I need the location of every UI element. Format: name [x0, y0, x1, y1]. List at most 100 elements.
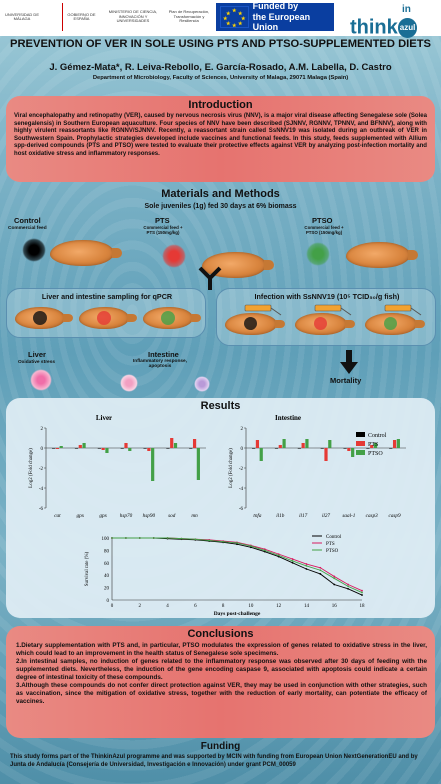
legend-label: PTS — [368, 442, 378, 448]
x-tick-label: il1b — [276, 513, 284, 519]
bar-pts — [301, 443, 305, 448]
merge-arrow — [198, 266, 222, 290]
survival-point — [277, 554, 280, 557]
x-tick-label: sod — [168, 513, 176, 519]
survival-chart: 0 20 40 60 80 100 0 2 4 6 8 10 12 14 16 18 Days post-cha… — [85, 535, 366, 617]
spain-logo: GOBIERNO DE ESPAÑA — [62, 3, 100, 31]
survival-y-label: Survival rate (%) — [85, 551, 90, 586]
bar-control — [252, 448, 256, 449]
sampling-panel: Liver and intestine sampling for qPCR — [6, 288, 206, 338]
survival-line-pts — [112, 537, 363, 592]
bar-control — [74, 448, 79, 449]
bar-pts — [192, 439, 197, 448]
x-tick-label: gpx — [77, 513, 85, 519]
conclusions-box: Conclusions 1.Dietary supplementation wi… — [6, 626, 435, 738]
bar-pts — [78, 445, 82, 448]
sole-fish-ptso — [346, 242, 418, 268]
survival-y-tick-label: 0 — [107, 599, 110, 604]
bar-ptso — [305, 439, 309, 448]
survival-x-tick-label: 6 — [194, 604, 197, 609]
survival-point — [222, 540, 225, 543]
uma-logo: UNIVERSIDAD DE MÁLAGA — [4, 11, 39, 21]
survival-point — [249, 545, 252, 547]
conclusion-item: 1.Dietary supplementation with PTS and, … — [16, 642, 427, 657]
thinkinazul-logo: in think azul — [350, 4, 418, 39]
results-box: Results Liver -6 -4 -2 0 2 Log2 (Fold change) c… — [6, 398, 435, 618]
infected-ptso-marker-icon — [384, 317, 397, 330]
bar-control — [297, 448, 301, 449]
survival-line-control — [112, 537, 363, 596]
x-tick-label: tnfa — [253, 512, 261, 519]
survival-point — [333, 583, 336, 586]
ptso-label: PTSO — [312, 216, 333, 225]
bar-pts — [147, 448, 151, 451]
survival-x-tick-label: 10 — [248, 604, 254, 609]
conclusion-item: 3.Although these compounds do not confer… — [16, 682, 427, 705]
chart-title: Liver — [96, 414, 112, 422]
survival-x-tick-label: 8 — [222, 604, 225, 609]
bar-ptso — [396, 439, 400, 448]
bar-ptso — [282, 439, 286, 448]
bar-control — [343, 448, 347, 449]
survival-point — [236, 543, 238, 546]
infected-control-marker-icon — [244, 317, 257, 330]
apoptosis-icon — [194, 376, 210, 392]
y-axis-label: Log2 (Fold change) — [29, 448, 34, 488]
infected-pts-marker-icon — [314, 317, 327, 330]
bar-control — [120, 448, 124, 449]
logo-bar: UNIVERSIDAD DE MÁLAGA GOBIERNO DE ESPAÑA… — [0, 0, 441, 39]
ptso-feed-label: Commercial feed + PTSO (150mg/kg) — [304, 225, 344, 235]
y-tick-label: 2 — [241, 427, 244, 432]
eu-funding-logo: ★ ★ ★ ★ ★ ★ ★ ★ Funded by the European Union — [216, 1, 334, 33]
survival-y-tick-label: 20 — [104, 587, 110, 592]
intestine-sub-label: Inflammatory response, apoptosis — [132, 359, 188, 369]
survival-point — [347, 587, 350, 590]
y-tick-label: 0 — [241, 447, 244, 452]
survival-point — [319, 566, 322, 569]
survival-legend-label: PTS — [326, 542, 335, 547]
pts-label: PTS — [155, 216, 170, 225]
funding-heading: Funding — [200, 741, 241, 752]
control-marker-icon — [33, 311, 47, 325]
legend-label: PTSO — [368, 451, 383, 457]
survival-point — [277, 555, 280, 558]
gene-expression-charts: Liver -6 -4 -2 0 2 Log2 (Fold change) cat gpx gpx… — [29, 414, 406, 519]
bar-control — [366, 448, 370, 449]
eu-line2: the European Union — [252, 11, 311, 33]
y-tick-label: -2 — [239, 467, 244, 472]
x-tick-label: cat — [54, 513, 61, 519]
bar-control — [189, 448, 193, 449]
introduction-box: Introduction Viral encephalopathy and re… — [6, 96, 435, 182]
bar-pts — [278, 445, 282, 448]
control-feed-label: Commercial feed — [8, 226, 47, 231]
survival-x-tick-label: 12 — [276, 604, 282, 609]
pts-feed-icon — [162, 244, 186, 268]
survival-x-tick-label: 4 — [166, 604, 169, 609]
conclusions-heading: Conclusions — [187, 628, 254, 640]
survival-point — [263, 550, 266, 553]
bar-ptso — [128, 448, 132, 451]
survival-y-tick-label: 100 — [102, 537, 110, 542]
survival-y-tick-label: 40 — [104, 574, 110, 579]
x-tick-label: mn — [191, 513, 198, 519]
bar-ptso — [151, 448, 155, 481]
bar-control — [97, 448, 101, 449]
survival-point — [361, 591, 363, 594]
bar-ptso — [259, 448, 263, 461]
methods-heading: Materials and Methods — [161, 188, 280, 200]
intestine-label: Intestine — [148, 350, 179, 359]
survival-point — [347, 583, 350, 586]
survival-point — [124, 537, 127, 539]
methods-subtitle: Sole juveniles (1g) fed 30 days at 6% bi… — [144, 203, 297, 210]
survival-point — [138, 537, 141, 539]
pts-feed-label: Commercial feed + PTS (150mg/kg) — [143, 225, 183, 235]
liver-label: Liver — [28, 350, 46, 359]
mortality-arrow — [340, 350, 358, 374]
funding-text: This study forms part of the ThinkinAzul… — [10, 754, 418, 768]
bar-pts — [324, 448, 328, 461]
survival-x-tick-label: 18 — [360, 604, 366, 609]
bar-pts — [170, 438, 174, 448]
survival-point — [361, 589, 363, 592]
survival-point — [166, 537, 169, 539]
department: Department of Microbiology, Faculty of S… — [92, 75, 349, 81]
